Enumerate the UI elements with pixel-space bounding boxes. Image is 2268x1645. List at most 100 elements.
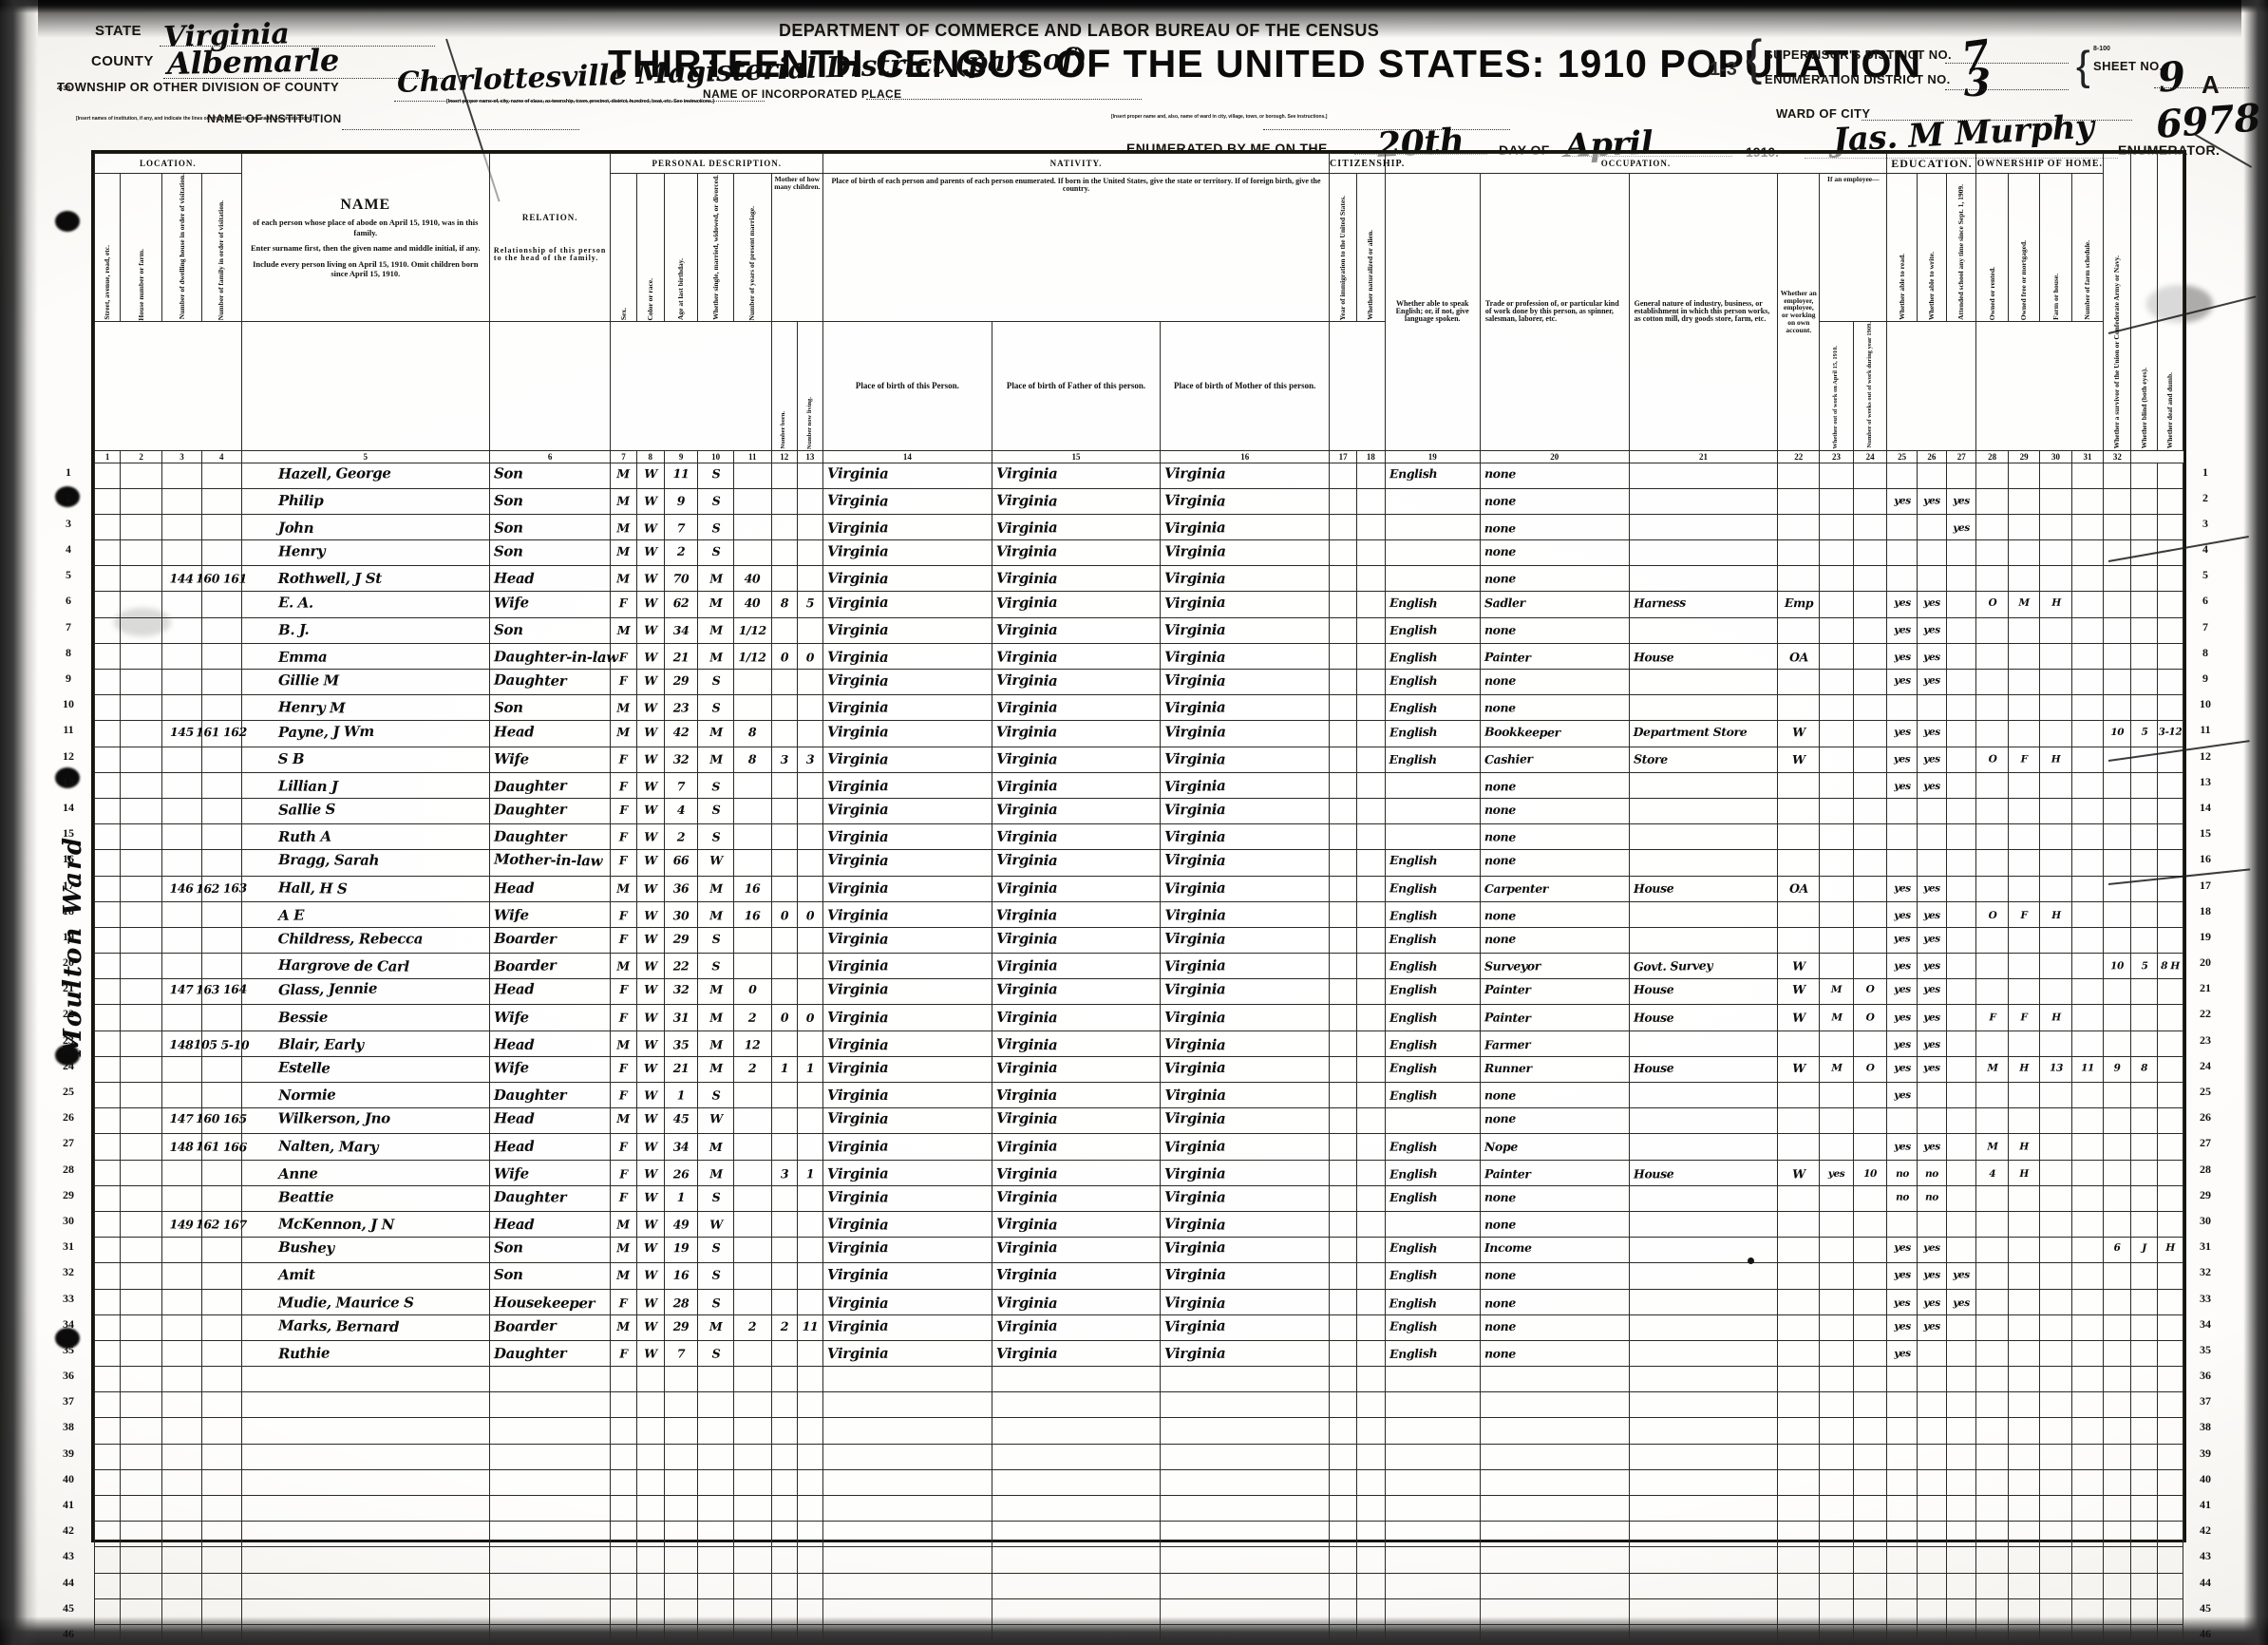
cell-farm[interactable] xyxy=(2039,1184,2072,1212)
cell-name[interactable]: Normie xyxy=(240,1082,490,1109)
table-row[interactable] xyxy=(93,1623,2184,1645)
cell-color[interactable]: W xyxy=(635,1288,665,1315)
cell-nat[interactable] xyxy=(1356,1210,1386,1238)
cell-house[interactable] xyxy=(120,669,163,696)
cell-marital[interactable]: M xyxy=(697,875,734,902)
cell-sex[interactable]: F xyxy=(610,849,637,877)
cell-sex[interactable]: F xyxy=(610,1159,637,1186)
cell-lang[interactable]: English xyxy=(1384,953,1481,980)
cell-born[interactable] xyxy=(770,1184,798,1212)
cell-survivor[interactable] xyxy=(2103,926,2132,955)
cell-born[interactable] xyxy=(770,487,798,515)
cell-name[interactable]: Anne xyxy=(240,1159,490,1186)
cell-weeks[interactable] xyxy=(1852,1262,1888,1290)
cell-b-person[interactable]: Virginia xyxy=(822,823,992,851)
cell-family[interactable] xyxy=(200,1055,242,1084)
cell-age[interactable]: 7 xyxy=(663,1339,699,1368)
cell-school[interactable] xyxy=(1946,953,1977,980)
cell-sched[interactable] xyxy=(2070,1030,2105,1057)
cell-survivor[interactable]: 10 xyxy=(2103,953,2132,980)
cell-free[interactable] xyxy=(2007,513,2041,541)
cell-survivor[interactable] xyxy=(2103,771,2132,799)
cell-farm[interactable]: H xyxy=(2039,591,2072,618)
cell-dwelling[interactable] xyxy=(161,1339,202,1368)
cell-school[interactable] xyxy=(1946,1082,1977,1109)
cell-school[interactable] xyxy=(1946,1004,1977,1031)
cell-dwelling[interactable] xyxy=(161,513,202,541)
cell-sched[interactable] xyxy=(2070,1391,2105,1419)
cell-house[interactable] xyxy=(120,1055,163,1084)
cell-relation[interactable]: Head xyxy=(488,1030,612,1057)
cell-marital[interactable]: M xyxy=(697,1159,734,1186)
cell-born[interactable] xyxy=(770,1598,798,1625)
cell-nat[interactable] xyxy=(1356,875,1386,902)
cell-color[interactable]: W xyxy=(635,771,665,799)
cell-blind[interactable] xyxy=(2130,1495,2158,1522)
cell-farm[interactable] xyxy=(2039,1107,2072,1135)
cell-house[interactable] xyxy=(120,1598,163,1625)
cell-dwelling[interactable] xyxy=(161,1443,202,1470)
cell-own[interactable] xyxy=(1975,1598,2009,1625)
cell-street[interactable] xyxy=(93,1572,122,1599)
cell-school[interactable] xyxy=(1946,746,1977,773)
cell-name[interactable]: Hazell, George xyxy=(240,462,490,489)
cell-empl[interactable] xyxy=(1777,1314,1821,1341)
cell-b-father[interactable] xyxy=(991,1366,1162,1393)
table-row[interactable]: 148 105 5-10 Blair, Early Head M W 35 M 12 Virgin… xyxy=(93,1030,2184,1057)
cell-survivor[interactable] xyxy=(2103,642,2132,671)
cell-lang[interactable] xyxy=(1384,539,1481,567)
cell-name[interactable]: Henry M xyxy=(240,694,490,722)
cell-industry[interactable] xyxy=(1628,1598,1779,1625)
cell-nat[interactable] xyxy=(1356,1521,1386,1548)
cell-imm[interactable] xyxy=(1329,1521,1358,1548)
table-row[interactable]: Hargrove de Carl Boarder M W 22 S Virginia Virg… xyxy=(93,953,2184,980)
cell-trade[interactable]: none xyxy=(1479,1210,1630,1238)
cell-nat[interactable] xyxy=(1356,462,1386,489)
cell-imm[interactable] xyxy=(1329,1572,1358,1599)
cell-family[interactable] xyxy=(200,1623,242,1645)
cell-school[interactable] xyxy=(1946,565,1977,593)
cell-school[interactable] xyxy=(1946,1159,1977,1186)
cell-blind[interactable] xyxy=(2130,1443,2158,1470)
cell-survivor[interactable] xyxy=(2103,849,2132,877)
table-row[interactable] xyxy=(93,1598,2184,1625)
cell-own[interactable] xyxy=(1975,1210,2009,1238)
cell-marital[interactable]: M xyxy=(697,1030,734,1057)
cell-write[interactable] xyxy=(1916,1495,1948,1522)
cell-family[interactable] xyxy=(200,1082,242,1109)
cell-oow[interactable] xyxy=(1819,746,1854,773)
cell-oow[interactable] xyxy=(1819,1314,1854,1341)
cell-yrs[interactable] xyxy=(732,823,772,851)
cell-b-mother[interactable]: Virginia xyxy=(1160,487,1331,515)
cell-blind[interactable] xyxy=(2130,1082,2158,1109)
cell-free[interactable] xyxy=(2007,1030,2041,1057)
cell-sched[interactable] xyxy=(2070,1572,2105,1599)
cell-b-mother[interactable]: Virginia xyxy=(1160,565,1331,593)
cell-lang[interactable]: English xyxy=(1384,1262,1481,1290)
cell-empl[interactable]: W xyxy=(1777,1004,1821,1031)
cell-read[interactable] xyxy=(1886,694,1918,722)
cell-name[interactable]: Emma xyxy=(240,642,490,671)
cell-oow[interactable] xyxy=(1819,1598,1854,1625)
cell-b-person[interactable]: Virginia xyxy=(822,1107,992,1135)
cell-relation[interactable] xyxy=(488,1391,612,1419)
cell-deaf[interactable] xyxy=(2156,565,2184,593)
cell-b-father[interactable]: Virginia xyxy=(991,1082,1162,1109)
cell-b-person[interactable]: Virginia xyxy=(822,900,992,928)
cell-read[interactable]: yes xyxy=(1886,487,1918,515)
cell-street[interactable] xyxy=(93,1133,122,1161)
cell-own[interactable] xyxy=(1975,1443,2009,1470)
cell-house[interactable] xyxy=(120,797,163,825)
cell-b-father[interactable]: Virginia xyxy=(991,978,1162,1006)
cell-b-person[interactable]: Virginia xyxy=(822,771,992,799)
cell-dwelling[interactable] xyxy=(161,1184,202,1212)
cell-name[interactable]: Bushey xyxy=(240,1237,490,1264)
cell-free[interactable] xyxy=(2007,720,2041,747)
cell-sex[interactable] xyxy=(610,1546,637,1574)
cell-weeks[interactable] xyxy=(1852,669,1888,696)
cell-trade[interactable]: Sadler xyxy=(1479,591,1630,618)
cell-deaf[interactable] xyxy=(2156,1030,2184,1057)
cell-write[interactable] xyxy=(1916,1521,1948,1548)
cell-sched[interactable] xyxy=(2070,462,2105,489)
cell-deaf[interactable] xyxy=(2156,1314,2184,1341)
